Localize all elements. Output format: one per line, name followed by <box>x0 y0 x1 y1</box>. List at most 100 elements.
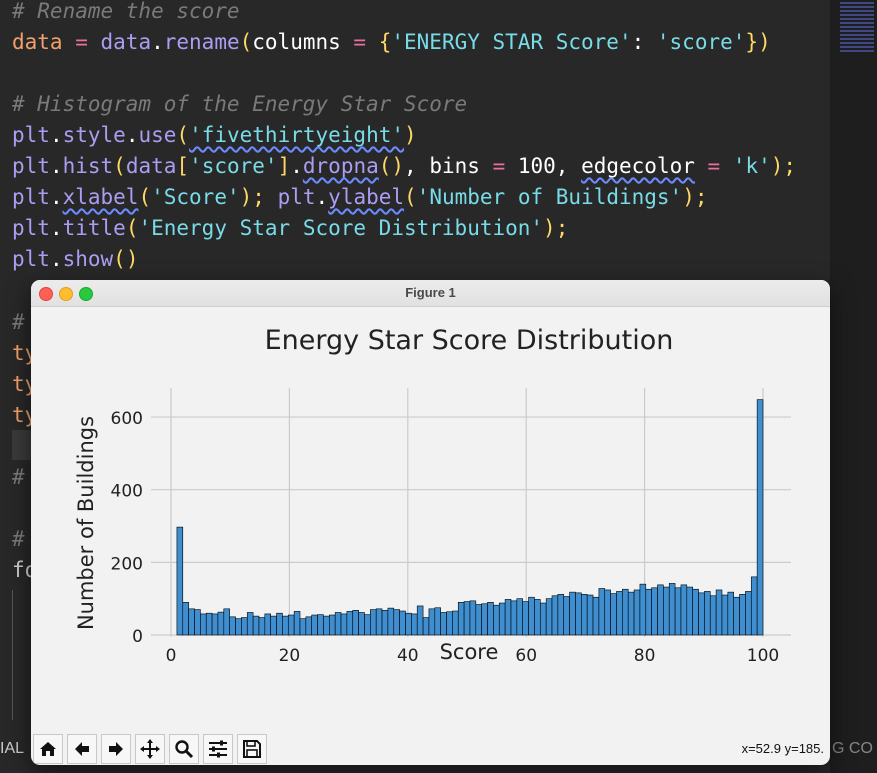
zoom-icon <box>175 740 194 759</box>
figure-toolbar: x=52.9 y=185. <box>31 732 830 765</box>
histogram-bar <box>422 617 430 636</box>
histogram-bar <box>358 612 365 636</box>
histogram-bar <box>217 611 225 636</box>
code-fragment: # <box>12 527 25 551</box>
terminal-tab[interactable]: IAL <box>0 740 25 757</box>
x-tick-label: 60 <box>515 646 537 666</box>
minimap[interactable] <box>830 0 877 773</box>
histogram-bar <box>317 614 324 636</box>
code-line-labels: plt.xlabel('Score'); plt.ylabel('Number … <box>12 185 708 209</box>
histogram-bar <box>545 598 553 636</box>
minimize-window-button[interactable] <box>59 287 73 301</box>
histogram-bar <box>264 613 271 636</box>
code-line-title: plt.title('Energy Star Score Distributio… <box>12 216 569 240</box>
histogram-bar <box>258 617 266 636</box>
histogram-bar <box>194 609 201 636</box>
histogram-bar <box>680 584 688 636</box>
histogram-bar <box>739 594 746 636</box>
histogram-bar <box>205 612 213 636</box>
title-bar[interactable]: Figure 1 <box>31 280 830 307</box>
home-icon <box>40 742 56 756</box>
histogram-bar <box>657 584 664 636</box>
histogram-bar <box>668 583 676 636</box>
histogram-bar <box>616 591 623 636</box>
histogram-bar <box>463 601 471 636</box>
back-arrow-icon <box>75 742 89 756</box>
histogram-bar <box>311 614 318 636</box>
histogram-bar <box>522 601 529 636</box>
histogram-bar <box>252 615 260 636</box>
histogram-bar <box>411 613 418 636</box>
histogram-bar <box>299 618 307 636</box>
histogram-bar <box>674 587 682 636</box>
x-tick-label: 40 <box>397 646 419 666</box>
y-tick-label: 0 <box>132 627 143 647</box>
histogram-bar <box>715 589 723 636</box>
histogram-bar <box>663 586 670 636</box>
home-button[interactable] <box>33 734 63 764</box>
cursor-coordinates: x=52.9 y=185. <box>741 741 824 756</box>
histogram-bar <box>516 598 524 636</box>
histogram-bar <box>733 596 740 636</box>
y-tick-label: 400 <box>111 482 143 502</box>
histogram-bar <box>610 593 617 636</box>
histogram-bar <box>622 588 629 636</box>
forward-button[interactable] <box>101 734 131 764</box>
histogram-chart[interactable]: 0 200 400 600 0 20 40 60 80 100 Energy Star Score… <box>31 306 830 732</box>
histogram-bar <box>340 613 348 636</box>
histogram-bar <box>534 599 541 636</box>
histogram-bar <box>498 602 506 636</box>
histogram-bar <box>416 605 424 636</box>
cell-marker <box>12 430 32 460</box>
histogram-bar <box>581 594 588 636</box>
histogram-bar <box>282 615 289 636</box>
histogram-bar <box>329 614 336 636</box>
x-tick-label: 0 <box>166 646 177 666</box>
save-button[interactable] <box>237 734 267 764</box>
histogram-bar <box>434 607 441 636</box>
subplots-button[interactable] <box>203 734 233 764</box>
histogram-bar <box>756 399 764 636</box>
status-tab[interactable]: G CO <box>832 740 873 757</box>
histogram-bar <box>200 613 207 636</box>
histogram-bar <box>405 612 412 636</box>
indent-guide <box>12 590 13 720</box>
histogram-bar <box>235 618 242 636</box>
histogram-bar <box>452 610 459 636</box>
histogram-bar <box>639 583 647 636</box>
y-tick-label: 600 <box>111 409 143 429</box>
figure-window: Figure 1 0 200 400 600 0 20 40 60 80 100 Energy S… <box>31 280 830 765</box>
histogram-bar <box>223 608 230 636</box>
histogram-bar <box>399 610 406 636</box>
window-title: Figure 1 <box>405 285 456 300</box>
zoom-button[interactable] <box>169 734 199 764</box>
histogram-bar <box>727 591 734 636</box>
histogram-bar <box>704 591 711 636</box>
zoom-window-button[interactable] <box>79 287 93 301</box>
histogram-bar <box>182 602 189 636</box>
histogram-bar <box>440 612 447 636</box>
histogram-bar <box>750 576 758 636</box>
x-axis-label: Score <box>440 640 499 664</box>
forward-arrow-icon <box>109 742 123 756</box>
histogram-bar <box>229 616 236 636</box>
pan-button[interactable] <box>135 734 165 764</box>
histogram-bar <box>539 602 547 636</box>
code-line-style: plt.style.use('fivethirtyeight') <box>12 123 417 147</box>
close-window-button[interactable] <box>39 287 53 301</box>
histogram-bar <box>721 594 729 636</box>
histogram-bar <box>457 602 465 636</box>
histogram-bar <box>487 602 494 636</box>
back-button[interactable] <box>67 734 97 764</box>
histogram-bar <box>428 608 436 636</box>
histogram-bar <box>393 609 400 636</box>
histogram-bar <box>276 612 283 636</box>
x-tick-label: 80 <box>634 646 656 666</box>
histogram-bar <box>598 588 606 636</box>
histogram-bar <box>211 613 219 636</box>
save-icon <box>243 740 261 758</box>
minimap-preview <box>840 2 874 54</box>
code-fragment: # <box>12 465 25 489</box>
histogram-bar <box>188 608 195 636</box>
histogram-bar <box>563 596 570 636</box>
